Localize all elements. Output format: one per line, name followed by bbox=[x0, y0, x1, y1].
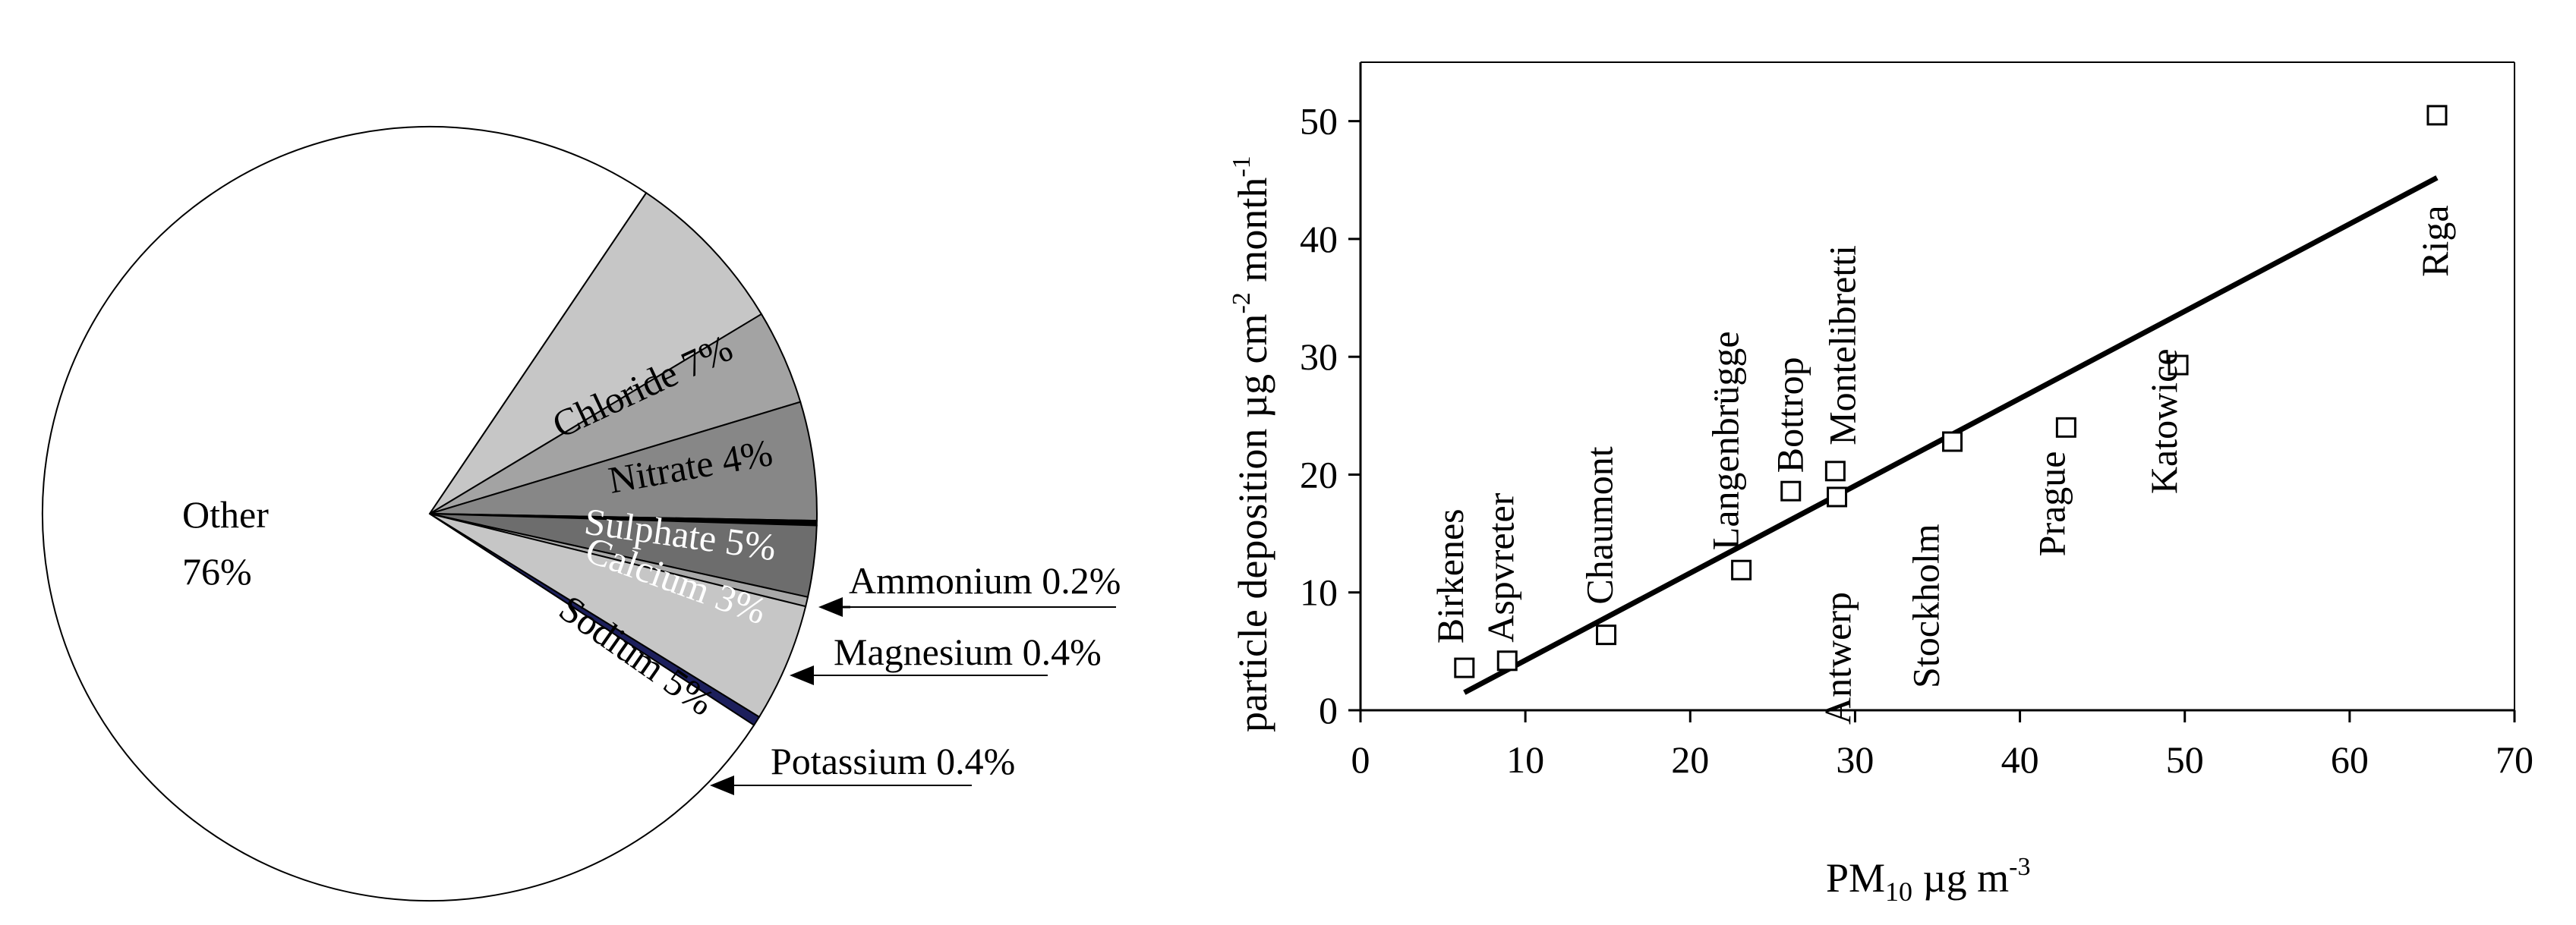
pie-slices bbox=[42, 126, 818, 901]
point-langenbrügge bbox=[1731, 559, 1752, 580]
city-labels: Birkenes Aspvreter Chaumont Langenbrügge Bot… bbox=[1429, 205, 2456, 725]
x-tick-label: 0 bbox=[1351, 738, 1370, 781]
city-label: Langenbrügge bbox=[1704, 331, 1747, 550]
callout-magnesium-text: Magnesium 0.4% bbox=[834, 631, 1102, 673]
x-ticks: 0 10 20 30 40 50 60 70 bbox=[1351, 710, 2533, 781]
pie-label-other: Other 76% bbox=[182, 493, 269, 593]
y-tick-label: 40 bbox=[1300, 218, 1338, 260]
point-stockholm bbox=[1942, 431, 1963, 452]
city-label: Stockholm bbox=[1905, 524, 1947, 688]
city-label: Antwerp bbox=[1817, 592, 1859, 725]
y-ticks: 0 10 20 30 40 50 bbox=[1300, 100, 1361, 732]
point-riga bbox=[2426, 105, 2448, 126]
point-bottrop bbox=[1780, 480, 1802, 502]
city-label: Bottrop bbox=[1769, 357, 1811, 473]
pie-slice-potassium bbox=[429, 513, 761, 726]
pie-slice-chloride bbox=[429, 191, 763, 514]
city-label: Aspvreter bbox=[1479, 492, 1521, 642]
callout-ammonium: Ammonium 0.2% bbox=[818, 559, 1121, 617]
pie-slice-sodium bbox=[429, 513, 807, 719]
x-tick-label: 50 bbox=[2166, 738, 2204, 781]
city-label: Montelibretti bbox=[1821, 245, 1863, 445]
pie-slice-sulphate bbox=[429, 401, 818, 522]
y-axis-title: particle deposition µg cm-2 month-1 bbox=[1228, 156, 1275, 732]
callout-potassium-arrowhead bbox=[710, 776, 734, 795]
pie-slice-other bbox=[42, 126, 755, 901]
y-tick-label: 50 bbox=[1300, 100, 1338, 143]
scatter-chart: 0 10 20 30 40 50 60 70 0 10 20 30 40 50 Birkenes Aspv… bbox=[1228, 61, 2533, 907]
city-label: Riga bbox=[2414, 205, 2456, 276]
data-points bbox=[1454, 105, 2448, 678]
point-birkenes bbox=[1454, 657, 1475, 678]
city-label: Chaumont bbox=[1578, 446, 1621, 604]
x-tick-label: 10 bbox=[1506, 738, 1544, 781]
x-tick-label: 60 bbox=[2331, 738, 2369, 781]
y-tick-label: 20 bbox=[1300, 453, 1338, 496]
callout-magnesium-arrowhead bbox=[790, 665, 814, 685]
plot-frame bbox=[1359, 61, 2515, 712]
point-prague bbox=[2055, 417, 2076, 438]
point-antwerp bbox=[1827, 486, 1848, 508]
city-label: Prague bbox=[2030, 451, 2073, 557]
city-label: Birkenes bbox=[1429, 508, 1471, 643]
callout-potassium-text: Potassium 0.4% bbox=[771, 740, 1015, 782]
x-tick-label: 20 bbox=[1671, 738, 1709, 781]
point-katowice bbox=[2168, 354, 2189, 376]
callout-potassium: Potassium 0.4% bbox=[710, 740, 1015, 795]
pie-label-other-value: 76% bbox=[182, 550, 252, 593]
pie-chart: Other 76% Chloride 7% Nitrate 4% Sulphat… bbox=[42, 126, 1121, 901]
callout-ammonium-text: Ammonium 0.2% bbox=[849, 559, 1121, 602]
point-aspvreter bbox=[1496, 650, 1518, 672]
pie-label-other-name: Other bbox=[182, 493, 269, 536]
x-axis-title: PM10 µg m-3 bbox=[1826, 853, 2031, 907]
y-tick-label: 0 bbox=[1319, 689, 1338, 732]
x-tick-label: 40 bbox=[2001, 738, 2039, 781]
callout-magnesium: Magnesium 0.4% bbox=[790, 631, 1102, 685]
callout-ammonium-arrowhead bbox=[818, 597, 843, 617]
x-tick-label: 70 bbox=[2496, 738, 2533, 781]
point-montelibretti bbox=[1824, 461, 1846, 482]
y-tick-label: 10 bbox=[1300, 571, 1338, 614]
x-tick-label: 30 bbox=[1836, 738, 1874, 781]
city-label: Katowice bbox=[2142, 348, 2185, 494]
y-tick-label: 30 bbox=[1300, 335, 1338, 378]
point-chaumont bbox=[1596, 625, 1617, 646]
